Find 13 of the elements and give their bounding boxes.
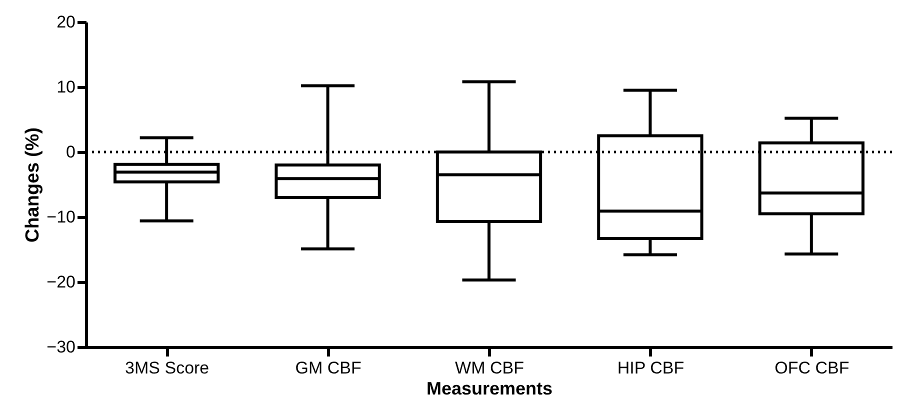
y-tick-label: −10 <box>46 208 76 226</box>
y-tick-label: 10 <box>56 78 76 96</box>
y-tick-label: 0 <box>66 142 76 162</box>
y-axis-title: Changes (%) <box>22 127 44 243</box>
y-tick-label: −20 <box>46 272 76 292</box>
x-tick-label: OFC CBF <box>774 358 850 378</box>
x-tick-label: 3MS Score <box>125 358 210 378</box>
x-tick-label: GM CBF <box>295 358 362 378</box>
y-tick-label: −30 <box>46 338 76 356</box>
x-tick-label: HIP CBF <box>617 358 684 378</box>
y-tick-label: 20 <box>56 12 76 32</box>
x-axis-title: Measurements <box>426 378 553 398</box>
x-tick-label: WM CBF <box>455 358 524 378</box>
